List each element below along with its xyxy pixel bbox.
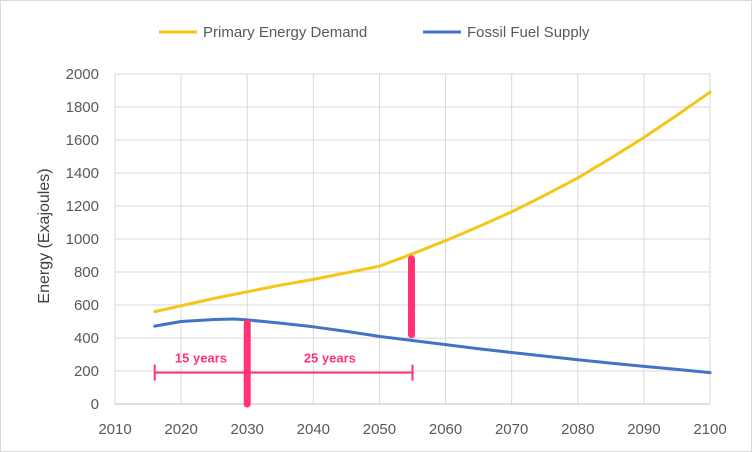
x-tick-label: 2010 bbox=[98, 421, 131, 438]
x-tick-label: 2040 bbox=[297, 421, 330, 438]
annotation-label-15-years: 15 years bbox=[175, 351, 227, 366]
gridlines bbox=[114, 73, 711, 405]
y-tick-label: 1000 bbox=[66, 231, 99, 248]
legend-item-fossil-fuel-supply-label: Fossil Fuel Supply bbox=[467, 24, 590, 41]
annotations: 15 years 25 years bbox=[153, 255, 415, 408]
x-tick-label: 2030 bbox=[231, 421, 264, 438]
x-tick-label: 2060 bbox=[429, 421, 462, 438]
series-line-primary-energy-demand bbox=[153, 90, 712, 314]
y-tick-label: 2000 bbox=[66, 66, 99, 83]
series-line-fossil-fuel-supply bbox=[153, 317, 712, 375]
y-tick-label: 1400 bbox=[66, 165, 99, 182]
y-tick-label: 400 bbox=[74, 330, 99, 347]
y-tick-label: 200 bbox=[74, 363, 99, 380]
y-tick-label: 800 bbox=[74, 264, 99, 281]
y-tick-label: 1200 bbox=[66, 198, 99, 215]
annotation-label-25-years: 25 years bbox=[304, 351, 356, 366]
x-tick-label: 2090 bbox=[627, 421, 660, 438]
legend-item-primary-energy-demand-label: Primary Energy Demand bbox=[203, 24, 367, 41]
x-tick-label: 2070 bbox=[495, 421, 528, 438]
series-lines bbox=[153, 90, 712, 375]
x-tick-label: 2100 bbox=[693, 421, 726, 438]
y-tick-labels: 0 200 400 600 800 1000 1200 1400 1600 1800 2000 bbox=[66, 66, 99, 413]
x-tick-labels: 2010 2020 2030 2040 2050 2060 2070 2080 2090 2100 bbox=[98, 421, 726, 438]
y-tick-label: 1800 bbox=[66, 99, 99, 116]
y-tick-label: 0 bbox=[91, 396, 99, 413]
x-tick-label: 2020 bbox=[164, 421, 197, 438]
y-axis-title: Energy (Exajoules) bbox=[36, 168, 53, 303]
x-tick-label: 2080 bbox=[561, 421, 594, 438]
x-tick-label: 2050 bbox=[363, 421, 396, 438]
legend: Primary Energy Demand Fossil Fuel Supply bbox=[159, 24, 590, 41]
y-tick-label: 1600 bbox=[66, 132, 99, 149]
y-tick-label: 600 bbox=[74, 297, 99, 314]
